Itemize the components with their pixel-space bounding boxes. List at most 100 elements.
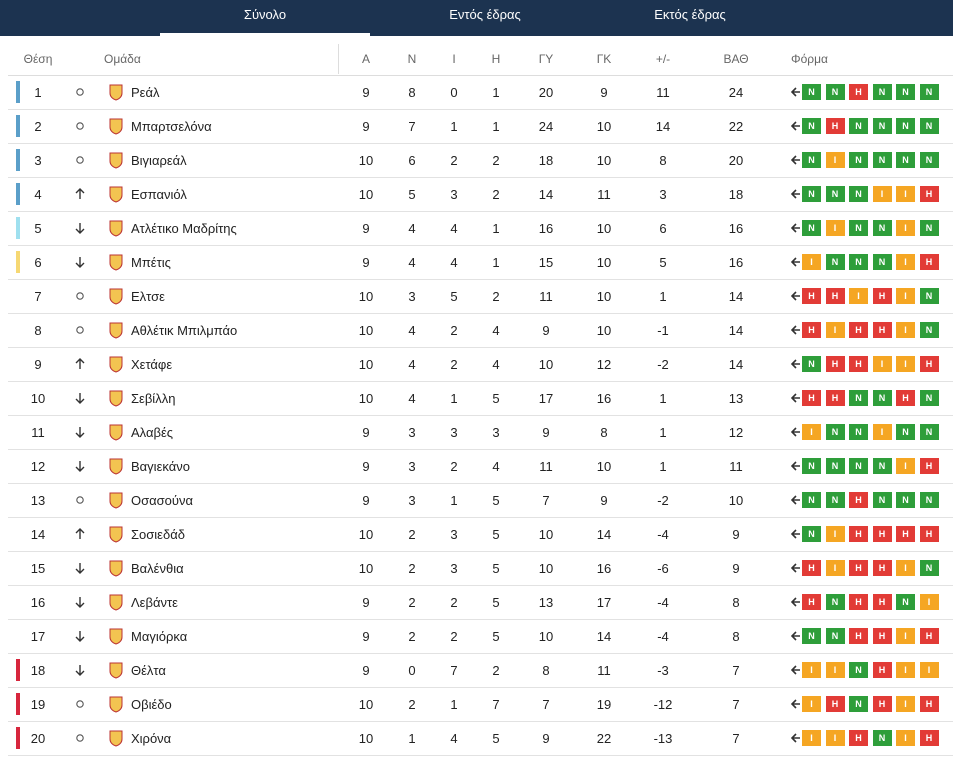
team-name[interactable]: Βαλένθια (131, 560, 184, 576)
team-row[interactable]: 6 Μπέτις 9 4 4 1 15 10 5 16 Ι Ν Ν Ν Ι Η (8, 245, 953, 280)
form-result: Ν (872, 492, 892, 508)
team-row[interactable]: 16 Λεβάντε 9 2 2 5 13 17 -4 8 Η Ν Η Η Ν Ι (8, 585, 953, 620)
team-name[interactable]: Βαγιεκάνο (131, 458, 190, 474)
table-header: Θέση Ομάδα Α Ν Ι Η ΓΥ ΓΚ +/- ΒΑΘ Φόρμα (8, 42, 953, 76)
team-name[interactable]: Θέλτα (131, 662, 166, 678)
team-name[interactable]: Αλαβές (131, 424, 174, 440)
team-name[interactable]: Ρεάλ (131, 84, 160, 100)
form-result: Ν (825, 594, 845, 610)
stat: 2 (408, 594, 416, 610)
stat: 0 (450, 84, 458, 100)
position: 17 (30, 628, 46, 644)
stat: 20 (538, 84, 554, 100)
movement-icon (75, 631, 85, 642)
team-name[interactable]: Αθλέτικ Μπιλμπάο (131, 322, 238, 338)
stat: 18 (538, 152, 554, 168)
team-name[interactable]: Λεβάντε (131, 594, 178, 610)
team-name[interactable]: Μπαρτσελόνα (131, 118, 212, 134)
stat: -2 (657, 356, 669, 372)
team-row[interactable]: 15 Βαλένθια 10 2 3 5 10 16 -6 9 Η Ι Η Η Ι Ν (8, 551, 953, 586)
team-row[interactable]: 5 Ατλέτικο Μαδρίτης 9 4 4 1 16 10 6 16 Ν Ι Ν Ν Ι Ν (8, 211, 953, 246)
team-crest (109, 220, 123, 237)
stat: 10 (358, 730, 374, 746)
form-result: Η (825, 390, 845, 406)
team-name[interactable]: Μαγιόρκα (131, 628, 188, 644)
team-row[interactable]: 3 Βιγιαρεάλ 10 6 2 2 18 10 8 20 Ν Ι Ν Ν Ν Ν (8, 143, 953, 178)
team-row[interactable]: 4 Εσπανιόλ 10 5 3 2 14 11 3 18 Ν Ν Ν Ι Ι Η (8, 177, 953, 212)
stat: 10 (596, 220, 612, 236)
team-row[interactable]: 11 Αλαβές 9 3 3 3 9 8 1 12 Ι Ν Ν Ι Ν Ν (8, 415, 953, 450)
stat: 5 (492, 526, 500, 542)
stat: 3 (408, 288, 416, 304)
team-name[interactable]: Ατλέτικο Μαδρίτης (131, 220, 237, 236)
column-header: Φόρμα (791, 51, 828, 66)
team-name[interactable]: Χιρόνα (131, 730, 172, 746)
team-name[interactable]: Εσπανιόλ (131, 186, 187, 202)
stat: -12 (653, 696, 673, 712)
team-name[interactable]: Ελτσε (131, 288, 165, 304)
stat: 9 (362, 84, 370, 100)
form-result: Ν (849, 696, 868, 712)
form-result: Ι (825, 662, 845, 678)
form-result: Ν (802, 492, 821, 508)
stat: 1 (408, 730, 416, 746)
form-result: Ν (872, 118, 892, 134)
stat: 7 (732, 730, 740, 746)
team-row[interactable]: 18 Θέλτα 9 0 7 2 8 11 -3 7 Ι Ι Ν Η Ι Ι (8, 653, 953, 688)
stat: 10 (538, 560, 554, 576)
stat: 2 (450, 628, 458, 644)
team-crest (109, 288, 123, 305)
team-crest (109, 254, 123, 271)
team-name[interactable]: Μπέτις (131, 254, 171, 270)
form-result: Η (872, 526, 892, 542)
team-row[interactable]: 8 Αθλέτικ Μπιλμπάο 10 4 2 4 9 10 -1 14 Η Ι Η Η Ι Ν (8, 313, 953, 348)
position: 4 (34, 186, 42, 202)
team-name[interactable]: Σεβίλλη (131, 390, 176, 406)
team-row[interactable]: 19 Οβιέδο 10 2 1 7 7 19 -12 7 Ι Η Ν Η Ι Η (8, 687, 953, 722)
team-row[interactable]: 10 Σεβίλλη 10 4 1 5 17 16 1 13 Η Η Ν Ν Η Ν (8, 381, 953, 416)
team-row[interactable]: 12 Βαγιεκάνο 9 3 2 4 11 10 1 11 Ν Ν Ν Ν Ι Η (8, 449, 953, 484)
tab[interactable]: Εκτός έδρας (654, 7, 726, 22)
tab[interactable]: Σύνολο (160, 0, 370, 36)
form-result: Ν (849, 186, 868, 202)
stat: 12 (728, 424, 744, 440)
stat: 3 (659, 186, 667, 202)
form-result: Ν (872, 730, 892, 746)
zone-marker (16, 183, 20, 205)
stat: 5 (492, 730, 500, 746)
team-row[interactable]: 1 Ρεάλ 9 8 0 1 20 9 11 24 Ν Ν Η Ν Ν Ν (8, 75, 953, 110)
form-result: Ν (849, 118, 868, 134)
stat: 11 (597, 186, 611, 202)
form-result: Ι (896, 458, 915, 474)
stat: 11 (597, 662, 611, 678)
stat: 4 (408, 322, 416, 338)
team-row[interactable]: 13 Οσασούνα 9 3 1 5 7 9 -2 10 Ν Ν Η Ν Ν Ν (8, 483, 953, 518)
form-result: Η (919, 730, 939, 746)
team-row[interactable]: 14 Σοσιεδάδ 10 2 3 5 10 14 -4 9 Ν Ι Η Η Η Η (8, 517, 953, 552)
form-result: Ν (919, 220, 939, 236)
team-crest (109, 186, 123, 203)
form-arrow (791, 393, 800, 403)
stat: 13 (728, 390, 744, 406)
team-row[interactable]: 17 Μαγιόρκα 9 2 2 5 10 14 -4 8 Ν Ν Η Η Ι Η (8, 619, 953, 654)
form-result: Ι (896, 356, 915, 372)
zone-marker (16, 149, 20, 171)
stat: 3 (492, 424, 500, 440)
team-name[interactable]: Σοσιεδάδ (131, 526, 185, 542)
stat: 1 (659, 390, 667, 406)
team-row[interactable]: 7 Ελτσε 10 3 5 2 11 10 1 14 Η Η Ι Η Ι Ν (8, 279, 953, 314)
team-row[interactable]: 9 Χετάφε 10 4 2 4 10 12 -2 14 Ν Η Η Ι Ι Η (8, 347, 953, 382)
tab[interactable]: Εντός έδρας (449, 7, 521, 22)
team-name[interactable]: Οβιέδο (131, 696, 172, 712)
team-name[interactable]: Οσασούνα (131, 492, 194, 508)
team-name[interactable]: Χετάφε (131, 356, 173, 372)
team-row[interactable]: 2 Μπαρτσελόνα 9 7 1 1 24 10 14 22 Ν Η Ν Ν Ν Ν (8, 109, 953, 144)
team-row[interactable]: 20 Χιρόνα 10 1 4 5 9 22 -13 7 Ι Ι Η Ν Ι Η (8, 721, 953, 756)
stat: 8 (732, 628, 740, 644)
form-arrow (791, 223, 800, 233)
form-result: Ν (896, 424, 915, 440)
column-header: Ι (452, 51, 456, 66)
stat: 9 (362, 492, 370, 508)
team-name[interactable]: Βιγιαρεάλ (131, 152, 187, 168)
stat: -4 (657, 628, 669, 644)
